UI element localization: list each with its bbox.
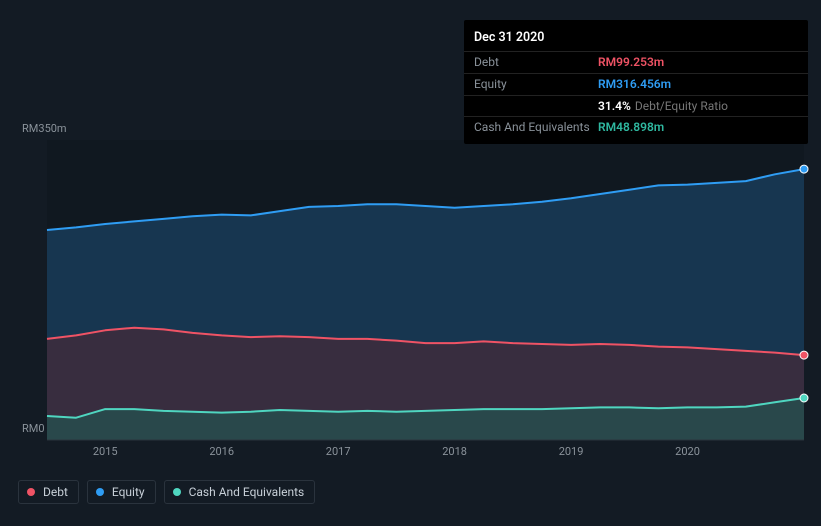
chart-legend: Debt Equity Cash And Equivalents — [18, 480, 315, 504]
x-axis-tick-label: 2016 — [209, 445, 234, 458]
x-axis-labels: 2015 2016 2017 2018 2019 2020 — [47, 445, 821, 465]
legend-item-cash-and-equivalents[interactable]: Cash And Equivalents — [164, 480, 316, 504]
tooltip-row-label: Equity — [474, 76, 598, 93]
x-axis-tick-label: 2020 — [675, 445, 700, 458]
tooltip-row-value: RM316.456m — [598, 76, 671, 93]
chart-tooltip: Dec 31 2020 DebtRM99.253mEquityRM316.456… — [464, 20, 808, 144]
legend-item-debt[interactable]: Debt — [18, 480, 79, 504]
x-axis-tick-label: 2019 — [559, 445, 584, 458]
legend-label: Debt — [43, 485, 68, 499]
tooltip-row: DebtRM99.253m — [464, 51, 808, 73]
tooltip-row-value: RM99.253m — [598, 54, 664, 71]
legend-swatch — [173, 488, 181, 496]
legend-swatch — [96, 488, 104, 496]
y-axis-label-max: RM350m — [22, 122, 67, 135]
x-axis-tick-label: 2017 — [326, 445, 351, 458]
tooltip-row-value: 31.4%Debt/Equity Ratio — [598, 98, 728, 115]
x-axis-tick-label: 2018 — [442, 445, 467, 458]
tooltip-row: Cash And EquivalentsRM48.898m — [464, 116, 808, 138]
legend-item-equity[interactable]: Equity — [87, 480, 156, 504]
tooltip-row: EquityRM316.456m — [464, 73, 808, 95]
y-axis-label-zero: RM0 — [22, 422, 45, 435]
tooltip-row-value: RM48.898m — [598, 119, 664, 136]
x-axis-tick-label: 2015 — [93, 445, 118, 458]
tooltip-row-label — [474, 98, 598, 115]
legend-label: Cash And Equivalents — [189, 485, 305, 499]
tooltip-row-sublabel: Debt/Equity Ratio — [635, 99, 728, 113]
legend-swatch — [27, 488, 35, 496]
tooltip-row-label: Cash And Equivalents — [474, 119, 598, 136]
tooltip-row-label: Debt — [474, 54, 598, 71]
legend-label: Equity — [112, 485, 145, 499]
tooltip-row: 31.4%Debt/Equity Ratio — [464, 95, 808, 117]
tooltip-date: Dec 31 2020 — [464, 26, 808, 51]
